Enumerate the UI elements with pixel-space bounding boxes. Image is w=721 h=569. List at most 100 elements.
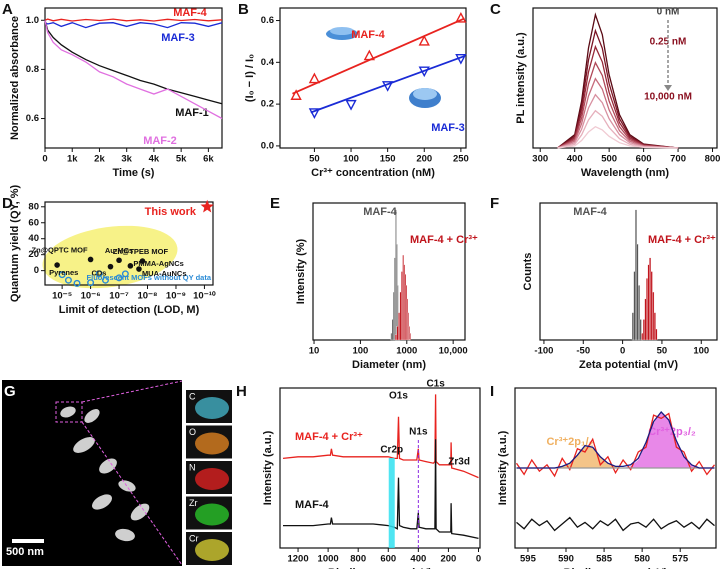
element-signal bbox=[195, 539, 229, 561]
bar bbox=[405, 285, 408, 341]
x-tick-label: -100 bbox=[534, 346, 553, 357]
particle bbox=[118, 480, 136, 492]
y-axis-label: Quantum yield (QY, %) bbox=[9, 184, 21, 302]
bar bbox=[641, 332, 644, 341]
point bbox=[58, 271, 66, 279]
panel: H 1200 1000 800 600 400 200 0 Binding energy (eV… bbox=[236, 379, 481, 569]
y-axis-label: Intensity (%) bbox=[295, 238, 307, 304]
particle bbox=[73, 437, 95, 453]
y-axis-label: Normalized absorbance bbox=[9, 16, 21, 140]
bar bbox=[393, 291, 395, 341]
zoom-line bbox=[81, 421, 183, 566]
point bbox=[127, 263, 134, 269]
series-label: MAF-4 + Cr³⁺ bbox=[295, 431, 363, 443]
point bbox=[345, 99, 357, 111]
line bbox=[557, 61, 679, 149]
series-label: This work bbox=[145, 206, 197, 218]
line bbox=[557, 12, 679, 149]
point bbox=[308, 108, 321, 119]
bar bbox=[649, 257, 652, 341]
x-axis-label: Binding energy (eV) bbox=[328, 567, 432, 569]
x-tick-label: 250 bbox=[453, 154, 469, 165]
point-label: CDs bbox=[91, 269, 106, 278]
panel: C 300 400 500 600 700 800 Wavelength (nm) PL int… bbox=[490, 1, 720, 179]
point bbox=[73, 279, 81, 287]
x-tick-label: 200 bbox=[416, 154, 432, 165]
series-label: MAF-2 bbox=[143, 135, 177, 147]
peak-label: Cr2p bbox=[380, 445, 403, 456]
x-tick-label: 10⁻⁶ bbox=[81, 291, 101, 302]
annotation: 10,000 nM bbox=[644, 92, 692, 103]
x-tick-label: 10⁻⁸ bbox=[137, 291, 157, 302]
annotation: 0 nM bbox=[657, 7, 680, 18]
bar bbox=[390, 332, 393, 341]
x-tick-label: 2k bbox=[94, 154, 105, 165]
y-axis-label: Intensity (a.u.) bbox=[262, 430, 274, 505]
point bbox=[107, 263, 114, 270]
highlight-band bbox=[388, 458, 395, 548]
peak-label: C1s bbox=[426, 379, 445, 390]
bar bbox=[639, 319, 642, 341]
series-label: MAF-4 bbox=[351, 29, 385, 41]
bar bbox=[402, 254, 404, 341]
line bbox=[557, 44, 679, 149]
y-tick-label: 0.8 bbox=[26, 64, 39, 75]
series-label: Cr³⁺2p₁/₂ bbox=[546, 436, 593, 448]
plot-frame bbox=[532, 7, 718, 149]
peak-label: N1s bbox=[409, 427, 428, 438]
y-tick-label: 0.2 bbox=[261, 99, 274, 110]
bar bbox=[638, 285, 641, 341]
point bbox=[455, 11, 467, 23]
y-tick-label: 1.0 bbox=[26, 15, 39, 26]
line bbox=[282, 394, 479, 479]
y-axis-label: Counts bbox=[522, 253, 534, 291]
x-tick-label: 600 bbox=[380, 554, 396, 565]
line bbox=[557, 125, 679, 149]
line bbox=[283, 439, 479, 540]
particle bbox=[84, 409, 100, 423]
panel-letter: G bbox=[4, 383, 16, 400]
particle bbox=[130, 503, 150, 521]
point bbox=[115, 274, 123, 282]
point-label: MUA-AuNCs bbox=[142, 269, 187, 278]
fit-line bbox=[310, 55, 465, 114]
bar bbox=[635, 209, 637, 341]
point bbox=[87, 256, 94, 263]
x-tick-label: 150 bbox=[380, 154, 396, 165]
plot-frame bbox=[279, 387, 481, 549]
line bbox=[557, 28, 679, 149]
plot-frame bbox=[514, 387, 717, 549]
series-label: Cr³⁺2p₃/₂ bbox=[648, 426, 696, 438]
bar bbox=[650, 271, 653, 341]
element-signal bbox=[195, 468, 229, 490]
crystal-icon bbox=[413, 88, 437, 100]
x-tick-label: 10⁻⁵ bbox=[52, 291, 72, 302]
bar bbox=[395, 209, 397, 341]
line bbox=[44, 20, 223, 120]
series-label: MAF-3 bbox=[161, 32, 195, 44]
point bbox=[418, 66, 430, 78]
line bbox=[557, 93, 679, 149]
x-tick-label: 0 bbox=[620, 346, 625, 357]
y-tick-label: 60 bbox=[28, 217, 39, 228]
element-signal bbox=[195, 432, 229, 455]
bar bbox=[394, 334, 397, 341]
crystal-icon bbox=[330, 27, 354, 35]
x-tick-label: 10⁻¹⁰ bbox=[193, 291, 216, 302]
x-tick-label: 300 bbox=[532, 154, 548, 165]
series-label: MAF-1 bbox=[175, 107, 209, 119]
series-label: Fluorescent MOFs without QY data bbox=[87, 273, 212, 282]
point bbox=[121, 270, 129, 278]
y-axis-label: PL intensity (a.u.) bbox=[515, 32, 527, 124]
plot-frame bbox=[312, 202, 466, 341]
point-label: PMMA-AgNCs bbox=[133, 259, 183, 268]
x-tick-label: 800 bbox=[350, 554, 366, 565]
panel-letter: I bbox=[490, 383, 494, 400]
element-label: O bbox=[189, 427, 196, 437]
x-tick-label: 50 bbox=[657, 346, 668, 357]
panel-letter: H bbox=[236, 383, 247, 400]
point bbox=[200, 199, 214, 213]
bar bbox=[655, 328, 658, 341]
x-tick-label: 0 bbox=[42, 154, 47, 165]
